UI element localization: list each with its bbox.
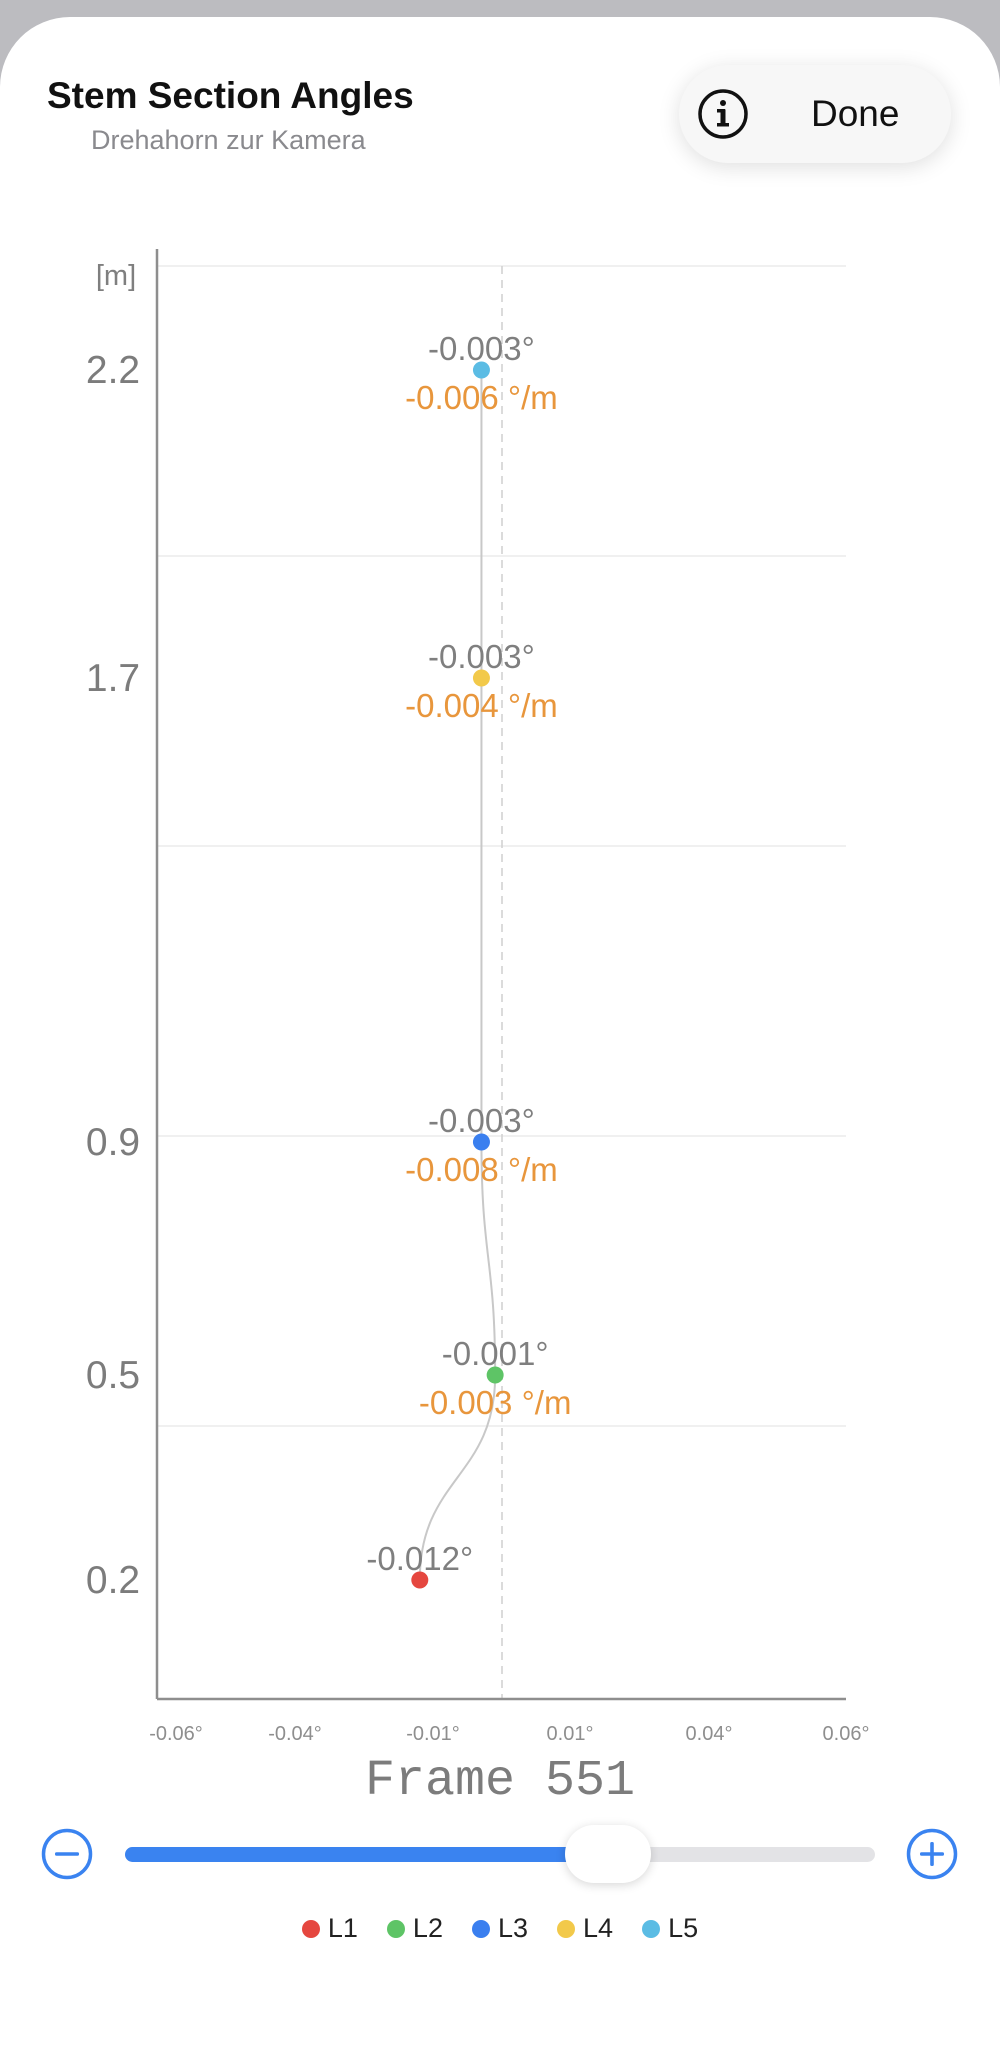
point-l1	[411, 1571, 429, 1589]
frame-slider-thumb[interactable]	[565, 1825, 651, 1883]
slope-label-l3: -0.008 °/m	[405, 1151, 558, 1188]
angle-label-l5: -0.003°	[428, 330, 535, 367]
x-tick-label: -0.06°	[149, 1723, 203, 1745]
x-tick-label: 0.01°	[547, 1723, 594, 1745]
y-tick-label: 2.2	[86, 349, 140, 392]
legend-label: L4	[583, 1913, 614, 1943]
y-tick-label: 0.5	[86, 1354, 140, 1397]
legend-item-l3: L3	[471, 1913, 529, 1944]
y-tick-label: 0.2	[86, 1559, 140, 1602]
legend-dot	[386, 1919, 405, 1938]
info-icon[interactable]	[697, 88, 749, 140]
page-title: Stem Section Angles	[47, 75, 414, 116]
point-l4	[472, 669, 490, 687]
frame-label: Frame 551	[364, 1753, 636, 1810]
point-l3	[472, 1133, 490, 1151]
x-tick-label: 0.04°	[686, 1723, 733, 1745]
y-tick-label: 1.7	[86, 657, 140, 700]
x-tick-label: 0.06°	[823, 1723, 870, 1745]
stem-angles-sheet: Stem Section Angles Drehahorn zur Kamera…	[0, 17, 1000, 2048]
y-axis-label: [m]	[96, 260, 136, 292]
legend-dot	[642, 1919, 661, 1938]
legend-item-l5: L5	[642, 1913, 698, 1944]
x-tick-label: -0.04°	[268, 1723, 322, 1745]
page-subtitle: Drehahorn zur Kamera	[91, 125, 366, 155]
legend-label: L5	[668, 1913, 699, 1943]
legend-item-l1: L1	[301, 1913, 358, 1944]
angle-label-l3: -0.003°	[428, 1102, 535, 1139]
legend-label: L3	[497, 1913, 529, 1943]
legend-item-l4: L4	[557, 1913, 613, 1944]
legend-label: L2	[412, 1913, 443, 1943]
angle-label-l2: -0.001°	[442, 1335, 549, 1372]
toolbar-pill: Done	[679, 65, 951, 163]
legend-item-l2: L2	[386, 1913, 443, 1944]
legend-label: L1	[327, 1913, 358, 1943]
frame-slider-fill	[125, 1847, 643, 1862]
legend-dot	[301, 1919, 320, 1938]
done-button[interactable]: Done	[811, 93, 900, 134]
minus-circle-icon[interactable]	[41, 1828, 93, 1880]
legend-dot	[471, 1919, 490, 1938]
angle-label-l4: -0.003°	[428, 638, 535, 675]
frame-slider[interactable]	[125, 1825, 875, 1883]
angle-label-l1: -0.012°	[366, 1540, 473, 1577]
y-tick-label: 0.9	[86, 1121, 140, 1164]
point-l5	[472, 361, 490, 379]
slope-label-l2: -0.003 °/m	[419, 1384, 572, 1421]
plus-circle-icon[interactable]	[906, 1828, 958, 1880]
slope-label-l5: -0.006 °/m	[405, 379, 558, 416]
slope-label-l4: -0.004 °/m	[405, 687, 558, 724]
legend-dot	[557, 1919, 576, 1938]
stem-curve	[418, 370, 497, 1581]
stem-angle-chart: [m] 0.2 0.5 0.9 1.7 2.2 -0.06° -0.04° -0.01° 0.01…	[86, 249, 870, 1745]
chart-legend: L1 L2 L3 L4 L5	[0, 1913, 1000, 1944]
x-tick-label: -0.01°	[406, 1723, 460, 1745]
point-l2	[486, 1366, 504, 1384]
